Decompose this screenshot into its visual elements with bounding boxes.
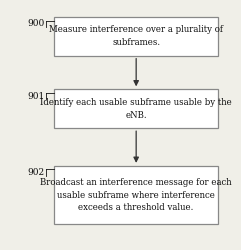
Text: 900: 900 <box>27 20 45 28</box>
Text: Broadcast an interference message for each
usable subframe where interference
ex: Broadcast an interference message for ea… <box>40 178 232 212</box>
FancyBboxPatch shape <box>54 90 218 128</box>
Text: Measure interference over a plurality of
subframes.: Measure interference over a plurality of… <box>49 26 223 47</box>
FancyBboxPatch shape <box>54 166 218 224</box>
FancyBboxPatch shape <box>54 17 218 56</box>
Text: 902: 902 <box>27 168 45 177</box>
Text: 901: 901 <box>27 92 45 101</box>
Text: Identify each usable subframe usable by the
eNB.: Identify each usable subframe usable by … <box>40 98 232 120</box>
